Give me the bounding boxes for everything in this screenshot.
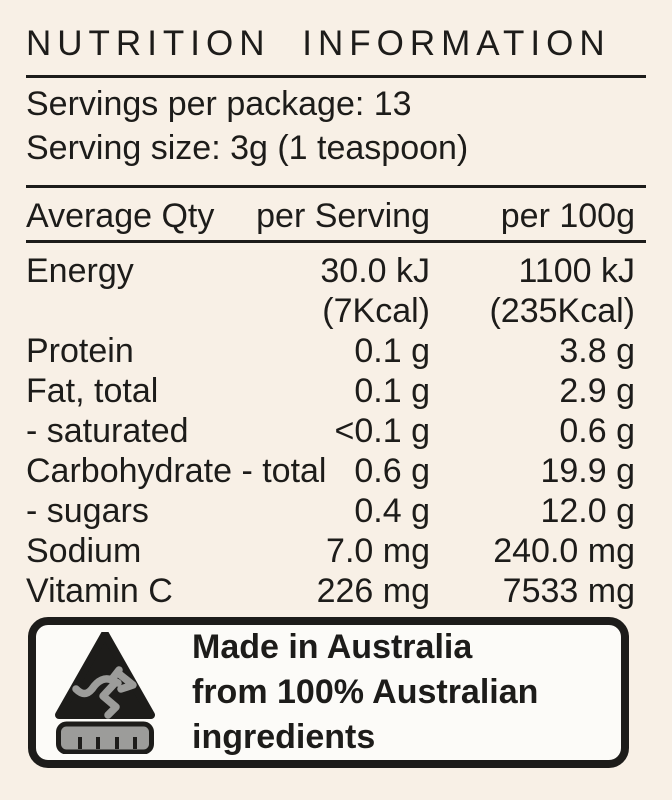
header-per-100g: per 100g [500, 197, 635, 235]
table-row: (7Kcal) (235Kcal) [26, 291, 646, 331]
serving-info: Servings per package: 13 Serving size: 3… [26, 82, 646, 170]
made-in-australia-box: Made in Australia from 100% Australian i… [28, 617, 629, 768]
per-100g-value: 3.8 g [559, 332, 635, 370]
serving-size-line: Serving size: 3g (1 teaspoon) [26, 129, 469, 167]
origin-line-2: from 100% Australian [192, 673, 539, 711]
nutrient-name: Vitamin C [26, 572, 173, 610]
divider [26, 240, 646, 243]
divider [26, 75, 646, 78]
origin-statement: Made in Australia from 100% Australian i… [192, 625, 538, 760]
per-100g-value: 0.6 g [559, 412, 635, 450]
table-header-row: Average Qty per Serving per 100g [26, 196, 646, 236]
per-100g-value: 19.9 g [540, 452, 635, 490]
origin-line-1: Made in Australia [192, 628, 473, 666]
nutrient-name: Protein [26, 332, 134, 370]
per-serving-value: (7Kcal) [322, 292, 430, 330]
per-100g-value: 7533 mg [502, 572, 635, 610]
per-100g-value: 2.9 g [559, 372, 635, 410]
header-average-qty: Average Qty [26, 197, 215, 235]
per-100g-value: 1100 kJ [518, 252, 635, 290]
per-serving-value: 7.0 mg [326, 532, 430, 570]
australian-made-kangaroo-icon [55, 631, 155, 754]
panel-title: NUTRITION INFORMATION [26, 24, 611, 63]
table-row: Carbohydrate - total 0.6 g 19.9 g [26, 451, 646, 491]
table-row: Sodium 7.0 mg 240.0 mg [26, 531, 646, 571]
nutrient-name: - sugars [26, 492, 149, 530]
per-100g-value: 12.0 g [540, 492, 635, 530]
divider [26, 185, 646, 188]
nutrient-name: Fat, total [26, 372, 159, 410]
per-serving-value: 0.6 g [354, 452, 430, 490]
nutrient-name: Sodium [26, 532, 142, 570]
per-100g-value: 240.0 mg [493, 532, 635, 570]
table-row: - saturated <0.1 g 0.6 g [26, 411, 646, 451]
per-serving-value: 0.1 g [354, 332, 430, 370]
per-serving-value: <0.1 g [334, 412, 430, 450]
table-row: Protein 0.1 g 3.8 g [26, 331, 646, 371]
nutrient-name: Energy [26, 252, 134, 290]
nutrient-name: - saturated [26, 412, 189, 450]
table-row: Energy 30.0 kJ 1100 kJ [26, 251, 646, 291]
nutrient-name: Carbohydrate - total [26, 452, 327, 490]
header-per-serving: per Serving [256, 197, 430, 235]
per-serving-value: 226 mg [316, 572, 430, 610]
table-row: Fat, total 0.1 g 2.9 g [26, 371, 646, 411]
table-row: - sugars 0.4 g 12.0 g [26, 491, 646, 531]
nutrition-table: Energy 30.0 kJ 1100 kJ (7Kcal) (235Kcal)… [26, 243, 646, 611]
per-serving-value: 30.0 kJ [320, 252, 430, 290]
per-serving-value: 0.4 g [354, 492, 430, 530]
origin-line-3: ingredients [192, 718, 376, 756]
table-row: Vitamin C 226 mg 7533 mg [26, 571, 646, 611]
per-serving-value: 0.1 g [354, 372, 430, 410]
per-100g-value: (235Kcal) [489, 292, 635, 330]
servings-per-package-line: Servings per package: 13 [26, 85, 412, 123]
